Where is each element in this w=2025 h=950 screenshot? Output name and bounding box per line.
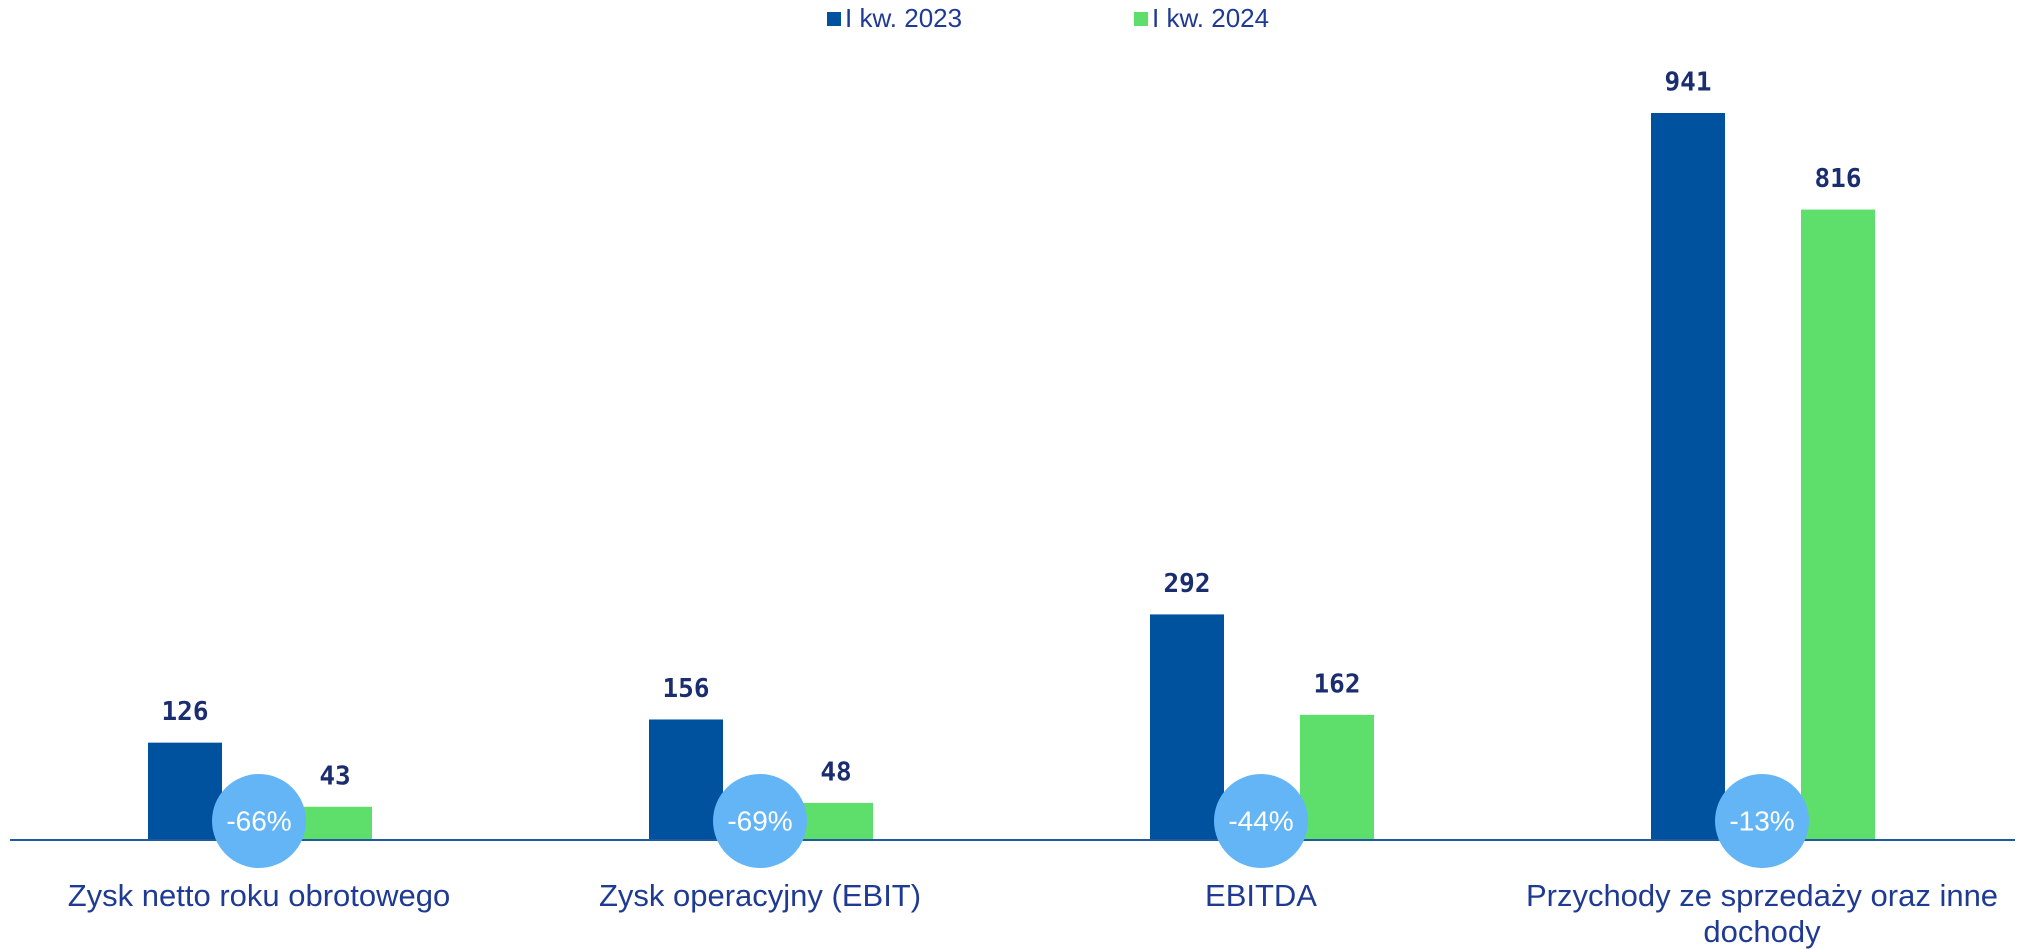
value-label: 816 xyxy=(1815,164,1862,194)
change-badge xyxy=(713,774,807,868)
legend-label: I kw. 2024 xyxy=(1152,3,1269,33)
bar xyxy=(1801,209,1875,840)
change-label: -44% xyxy=(1228,805,1293,836)
value-label: 48 xyxy=(820,757,851,787)
x-tick-label: Przychody ze sprzedaży oraz inne dochody xyxy=(1525,878,1999,949)
change-badge xyxy=(212,774,306,868)
bar xyxy=(148,742,222,840)
change-badge xyxy=(1715,774,1809,868)
legend-swatch xyxy=(1134,12,1148,26)
value-label: 292 xyxy=(1164,569,1211,599)
bar xyxy=(1150,614,1224,840)
legend-label: I kw. 2023 xyxy=(845,3,962,33)
value-label: 941 xyxy=(1665,68,1712,98)
value-label: 162 xyxy=(1314,669,1361,699)
x-tick-label: Zysk netto roku obrotowego xyxy=(67,878,451,913)
bar xyxy=(1651,113,1725,840)
bar xyxy=(799,802,873,840)
x-tick-label: Zysk operacyjny (EBIT) xyxy=(598,878,922,913)
value-label: 126 xyxy=(162,697,209,727)
bar xyxy=(298,806,372,840)
legend-swatch xyxy=(827,12,841,26)
x-tick-label: EBITDA xyxy=(1205,878,1317,913)
value-label: 156 xyxy=(663,674,710,704)
bar xyxy=(649,719,723,840)
change-label: -69% xyxy=(727,805,792,836)
change-label: -66% xyxy=(226,805,291,836)
change-badge xyxy=(1214,774,1308,868)
value-label: 43 xyxy=(319,761,350,791)
bar xyxy=(1300,714,1374,840)
change-label: -13% xyxy=(1729,805,1794,836)
